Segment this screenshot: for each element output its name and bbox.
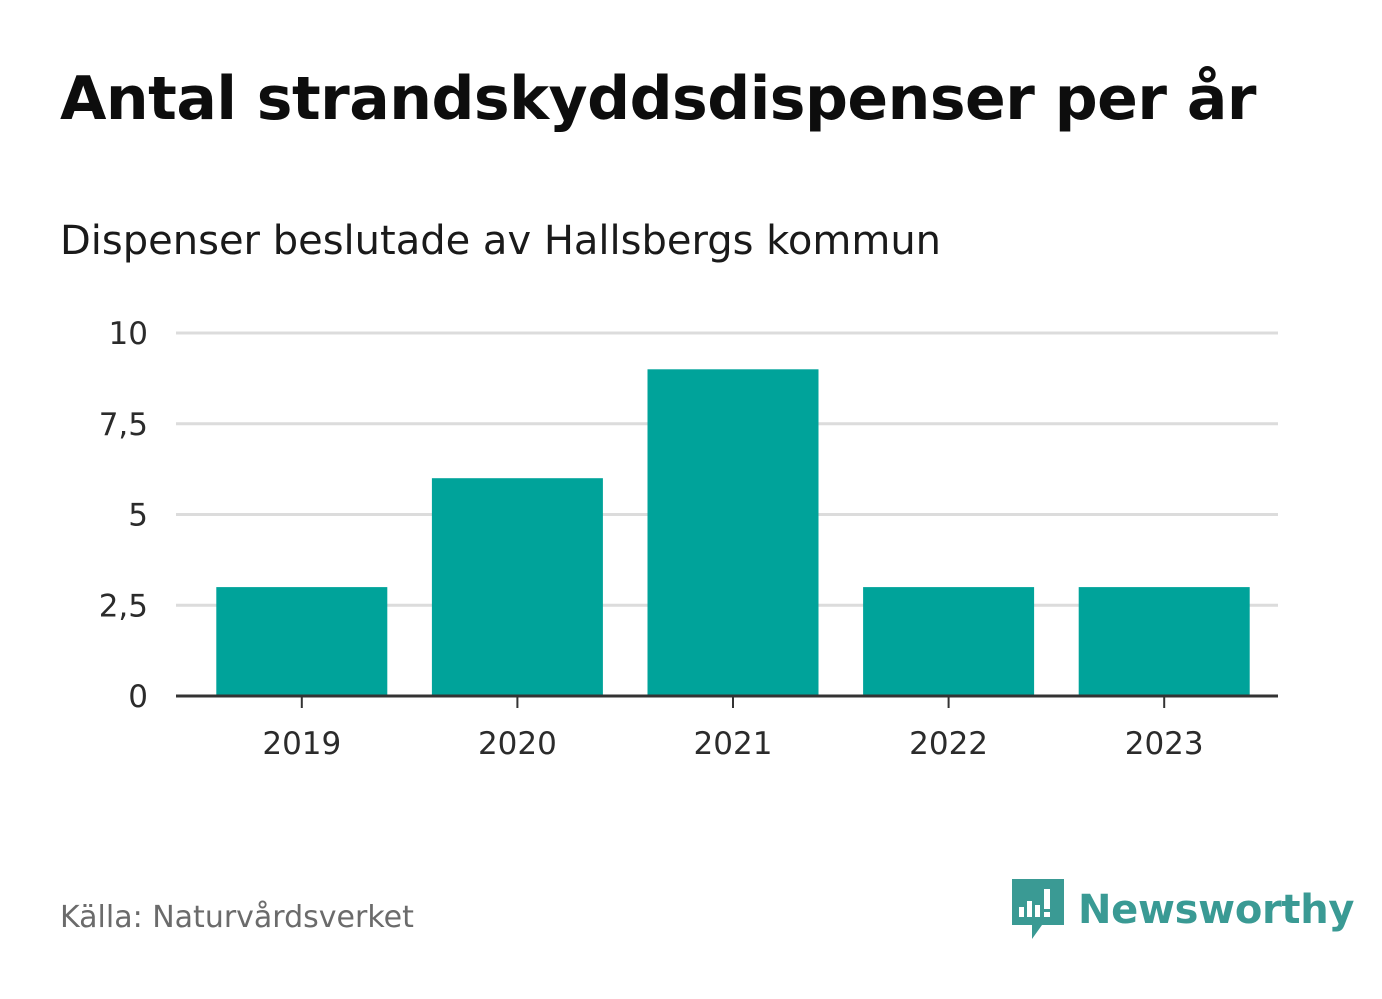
bar-2020 bbox=[431, 478, 603, 696]
y-tick-label: 2,5 bbox=[99, 588, 148, 624]
bar-2022 bbox=[863, 587, 1035, 696]
x-tick-label: 2023 bbox=[1125, 726, 1204, 762]
y-tick-label: 7,5 bbox=[99, 407, 148, 443]
x-axis-tick-labels: 2019 2020 2021 2022 2023 bbox=[262, 726, 1203, 762]
y-axis-tick-labels: 0 2,5 5 7,5 10 bbox=[99, 316, 148, 715]
chart-title: Antal strandskyddsdispenser per år bbox=[60, 64, 1256, 134]
bar-2019 bbox=[216, 587, 388, 696]
newsworthy-logo-icon bbox=[1012, 879, 1064, 939]
brand-logo: Newsworthy bbox=[1012, 878, 1355, 942]
x-axis bbox=[176, 694, 1278, 708]
bar-2021 bbox=[647, 369, 819, 696]
x-tick-label: 2020 bbox=[478, 726, 557, 762]
bar-chart: 0 2,5 5 7,5 10 2019 2020 2021 2022 2023 bbox=[99, 316, 1278, 762]
bars bbox=[216, 369, 1250, 696]
y-tick-label: 10 bbox=[109, 316, 148, 352]
x-tick-label: 2019 bbox=[262, 726, 341, 762]
source-note: Källa: Naturvårdsverket bbox=[60, 900, 414, 935]
y-tick-label: 0 bbox=[128, 679, 148, 715]
brand-name: Newsworthy bbox=[1078, 887, 1355, 933]
x-tick-label: 2021 bbox=[694, 726, 773, 762]
y-tick-label: 5 bbox=[128, 498, 148, 534]
bar-2023 bbox=[1078, 587, 1250, 696]
chart-subtitle: Dispenser beslutade av Hallsbergs kommun bbox=[60, 218, 942, 264]
x-tick-label: 2022 bbox=[909, 726, 988, 762]
